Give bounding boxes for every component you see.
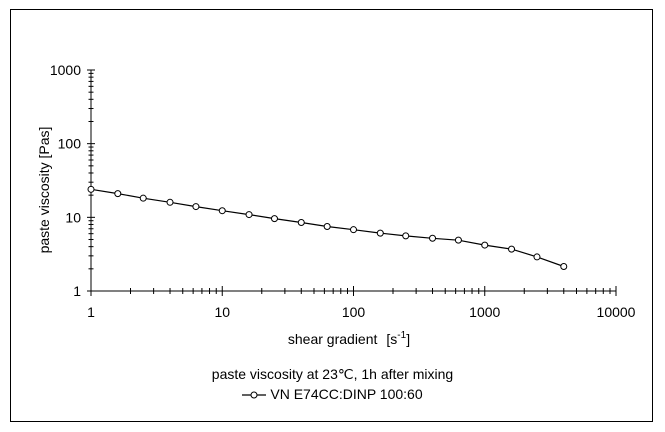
x-tick-label: 1000 <box>469 304 500 320</box>
x-tick-label: 100 <box>342 304 366 320</box>
legend-series-label: VN E74CC:DINP 100:60 <box>270 386 423 402</box>
data-point <box>192 203 200 211</box>
y-axis-title: paste viscosity [Pas] <box>36 127 52 254</box>
data-point <box>139 194 147 202</box>
legend-swatch <box>242 391 267 399</box>
y-tick-label: 1000 <box>50 62 81 78</box>
x-axis-title: shear gradient [s-1] <box>288 330 410 347</box>
y-tick-label: 10 <box>65 209 81 225</box>
legend: VN E74CC:DINP 100:60 <box>0 386 665 402</box>
series-layer <box>87 185 568 271</box>
data-point <box>376 229 384 237</box>
data-point <box>297 219 305 227</box>
x-axis-title-text: shear gradient <box>288 331 378 347</box>
data-point <box>87 185 95 193</box>
y-tick-label: 100 <box>58 136 82 152</box>
data-point <box>114 190 122 198</box>
data-point <box>218 207 226 215</box>
axes: 1 10 100 1000 1 10 100 1000 10000 <box>50 62 636 320</box>
data-point <box>323 223 331 231</box>
data-point <box>560 263 568 271</box>
chart-caption: paste viscosity at 23℃, 1h after mixing <box>211 366 454 382</box>
data-point <box>350 226 357 234</box>
data-point <box>454 236 462 244</box>
data-point <box>508 245 516 253</box>
data-point <box>481 241 489 249</box>
data-point <box>402 232 410 240</box>
data-point <box>166 198 174 206</box>
data-point <box>429 234 437 242</box>
x-tick-label: 10 <box>214 304 230 320</box>
data-point <box>533 253 541 261</box>
x-axis-unit: [s <box>386 331 397 347</box>
x-tick-label: 1 <box>87 304 95 320</box>
x-axis-unit-close: ] <box>406 331 410 347</box>
data-point <box>245 211 253 219</box>
y-tick-label: 1 <box>73 283 81 299</box>
x-axis-unit-exponent: -1 <box>397 330 406 341</box>
x-tick-label: 10000 <box>597 304 636 320</box>
chart-frame <box>10 9 653 422</box>
data-point <box>270 215 278 223</box>
